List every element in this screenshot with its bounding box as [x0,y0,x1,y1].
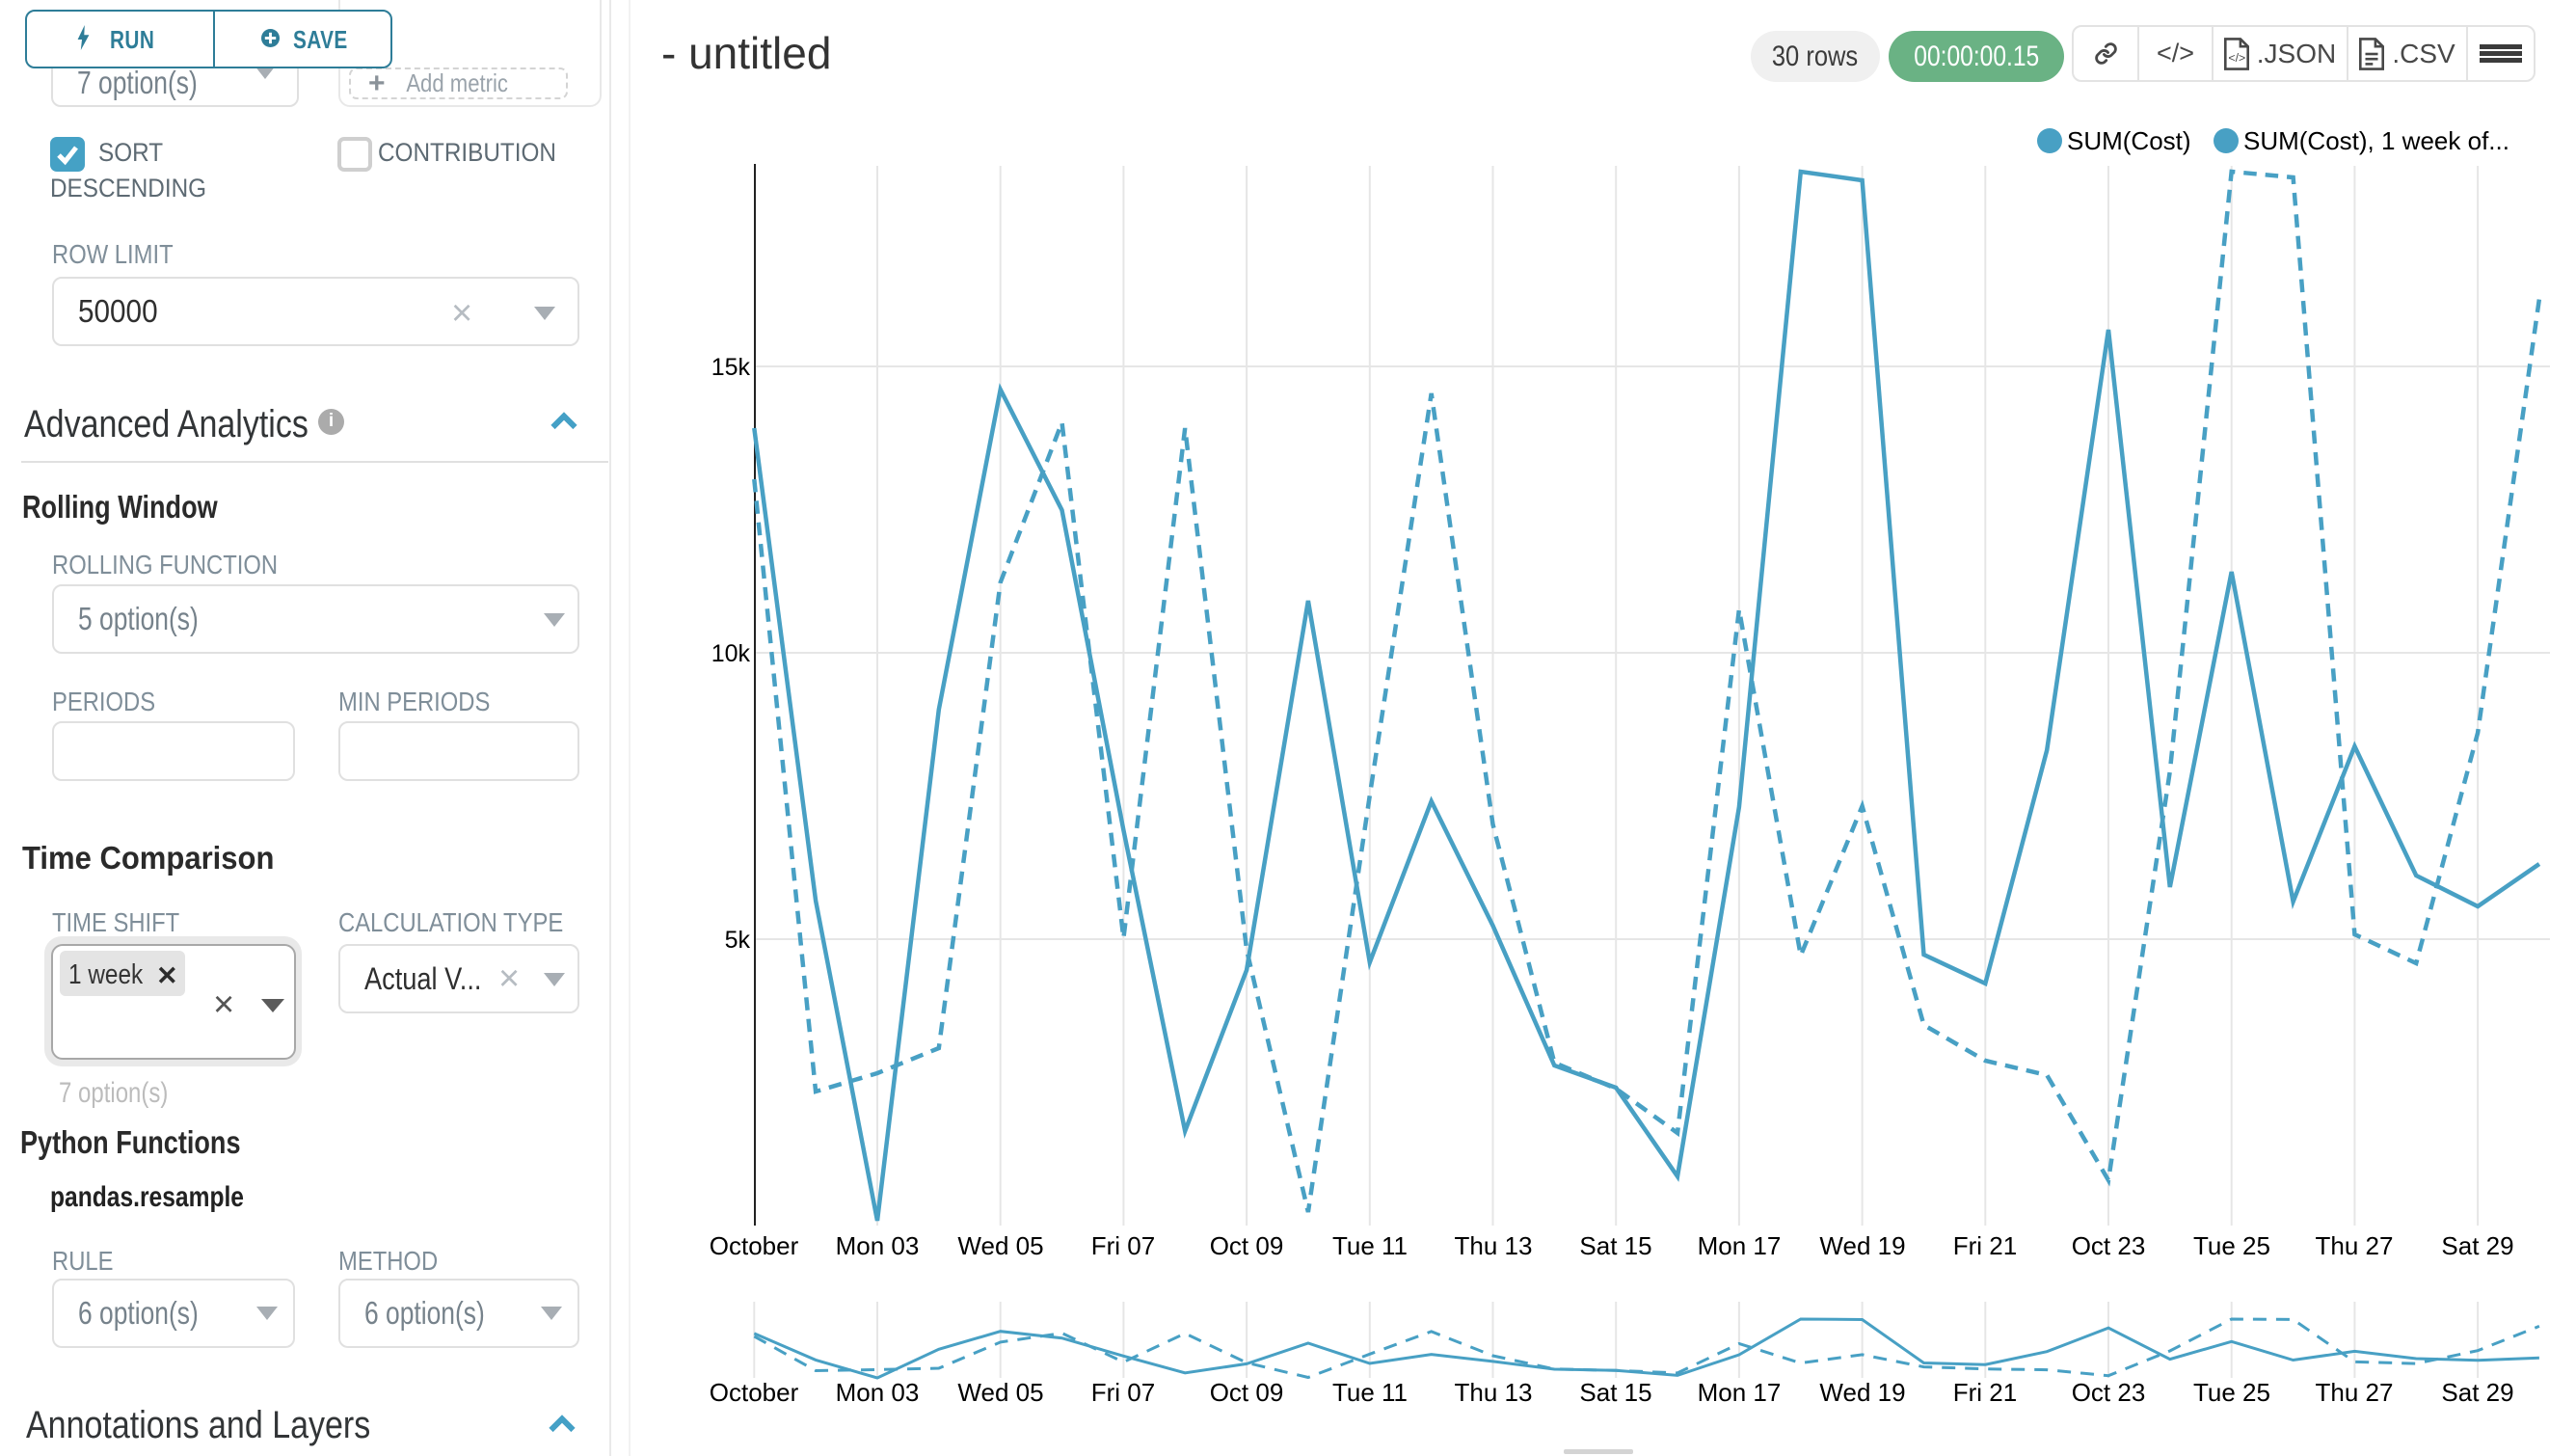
svg-text:Wed 05: Wed 05 [957,1231,1043,1260]
svg-text:SUM(Cost): SUM(Cost) [2067,126,2191,155]
svg-text:Mon 17: Mon 17 [1698,1231,1782,1260]
svg-text:Thu 27: Thu 27 [2316,1378,2394,1407]
svg-text:Wed 19: Wed 19 [1819,1231,1905,1260]
svg-text:Fri 21: Fri 21 [1953,1231,2017,1260]
svg-text:Tue 11: Tue 11 [1332,1231,1408,1260]
svg-text:Mon 03: Mon 03 [836,1378,920,1407]
svg-text:October: October [710,1231,799,1260]
svg-text:Tue 25: Tue 25 [2193,1378,2270,1407]
svg-text:Oct 09: Oct 09 [1210,1231,1284,1260]
svg-text:Sat 15: Sat 15 [1579,1231,1651,1260]
svg-text:Wed 19: Wed 19 [1819,1378,1905,1407]
svg-text:Thu 13: Thu 13 [1455,1378,1533,1407]
svg-text:10k: 10k [711,640,751,667]
svg-text:Fri 21: Fri 21 [1953,1378,2017,1407]
svg-text:Wed 05: Wed 05 [957,1378,1043,1407]
svg-text:5k: 5k [725,927,751,954]
svg-text:Oct 09: Oct 09 [1210,1378,1284,1407]
svg-text:Oct 23: Oct 23 [2072,1231,2146,1260]
svg-text:Sat 15: Sat 15 [1579,1378,1651,1407]
svg-text:Oct 23: Oct 23 [2072,1378,2146,1407]
svg-text:</>: </> [2228,50,2245,64]
svg-text:Sat 29: Sat 29 [2441,1231,2513,1260]
svg-text:Thu 13: Thu 13 [1455,1231,1533,1260]
svg-text:Tue 25: Tue 25 [2193,1231,2270,1260]
svg-text:Thu 27: Thu 27 [2316,1231,2394,1260]
svg-text:Fri 07: Fri 07 [1091,1378,1155,1407]
svg-text:Fri 07: Fri 07 [1091,1231,1155,1260]
svg-text:Mon 03: Mon 03 [836,1231,920,1260]
svg-text:SUM(Cost), 1 week of...: SUM(Cost), 1 week of... [2243,126,2509,155]
svg-text:Mon 17: Mon 17 [1698,1378,1782,1407]
svg-text:Sat 29: Sat 29 [2441,1378,2513,1407]
svg-text:October: October [710,1378,799,1407]
svg-text:15k: 15k [711,354,751,381]
svg-text:Tue 11: Tue 11 [1332,1378,1408,1407]
